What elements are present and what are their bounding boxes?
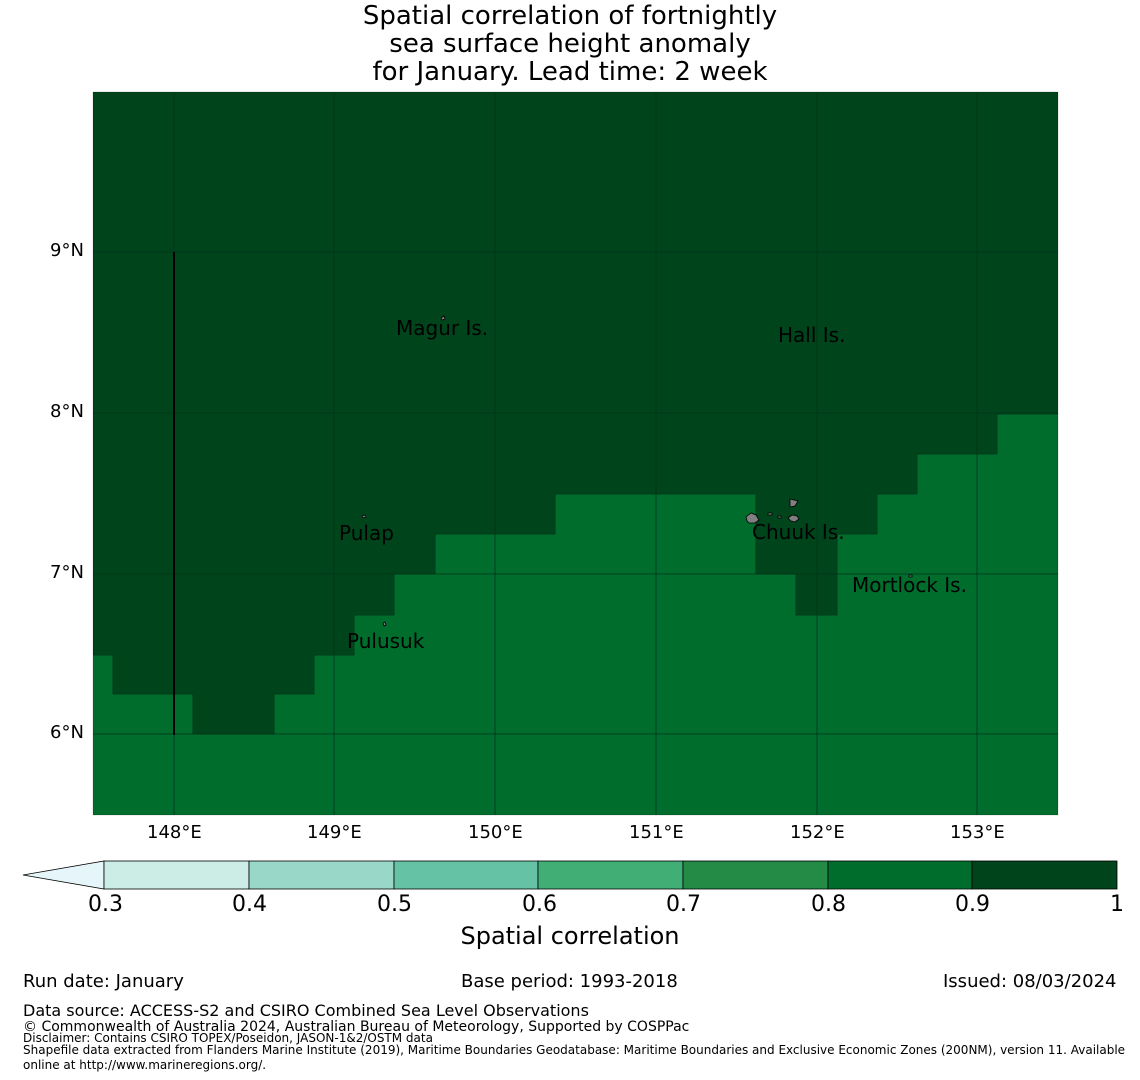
shapefile-credit-line-2: online at http://www.marineregions.org/. xyxy=(23,1058,267,1072)
map-frame xyxy=(92,91,1059,816)
gridlines xyxy=(93,92,1058,815)
island-chuuk-islet xyxy=(777,515,782,519)
lon-label-149e: 149°E xyxy=(307,822,362,843)
island-chuuk-east xyxy=(789,498,799,508)
colorbar-tick-0-4: 0.4 xyxy=(232,892,267,917)
chart-title: Spatial correlation of fortnightly sea s… xyxy=(0,2,1140,86)
issued-date: Issued: 08/03/2024 xyxy=(943,971,1117,992)
title-line-1: Spatial correlation of fortnightly xyxy=(362,1,778,31)
colorbar-bin-0-9 xyxy=(971,860,1118,890)
place-label-chuuk: Chuuk Is. xyxy=(752,520,845,544)
place-label-mortlock: Mortlock Is. xyxy=(852,573,967,597)
island-magur xyxy=(440,315,446,321)
map-panel xyxy=(92,91,1059,816)
island-shapes xyxy=(361,315,913,627)
colorbar-extend-arrow xyxy=(22,860,105,890)
lon-label-148e: 148°E xyxy=(147,822,202,843)
colorbar-tick-0-7: 0.7 xyxy=(666,892,701,917)
title-line-2: sea surface height anomaly xyxy=(389,29,751,59)
island-pulap xyxy=(361,514,367,519)
disclaimer: Disclaimer: Contains CSIRO TOPEX/Poseido… xyxy=(23,1031,433,1045)
colorbar-tick-0-9: 0.9 xyxy=(955,892,990,917)
colorbar-tick-0-8: 0.8 xyxy=(811,892,846,917)
colorbar-label: Spatial correlation xyxy=(460,922,680,950)
place-label-pulap: Pulap xyxy=(339,521,394,545)
colorbar-bin-0-3 xyxy=(103,860,250,890)
colorbar-bin-0-4 xyxy=(248,860,395,890)
data-source: Data source: ACCESS-S2 and CSIRO Combine… xyxy=(23,1001,589,1020)
colorbar-tick-0-5: 0.5 xyxy=(377,892,412,917)
colorbar-bin-0-6 xyxy=(537,860,684,890)
colorbar-bin-0-8 xyxy=(827,860,973,890)
shapefile-credit-line-1: Shapefile data extracted from Flanders M… xyxy=(23,1043,1126,1057)
colorbar-bin-0-7 xyxy=(682,860,829,890)
lon-label-153e: 153°E xyxy=(950,822,1005,843)
colorbar xyxy=(22,860,1118,890)
island-chuuk-small xyxy=(767,512,773,516)
island-pulusuk xyxy=(382,621,387,627)
place-label-magur: Magur Is. xyxy=(396,316,489,340)
base-period: Base period: 1993-2018 xyxy=(461,971,678,992)
lon-label-151e: 151°E xyxy=(629,822,684,843)
lat-label-8n: 8°N xyxy=(50,401,84,422)
colorbar-tick-1: 1 xyxy=(1110,892,1124,917)
place-label-hall: Hall Is. xyxy=(778,323,846,347)
lon-label-150e: 150°E xyxy=(468,822,523,843)
island-chuuk-main xyxy=(745,512,760,524)
island-chuuk-south xyxy=(787,514,800,523)
title-line-3: for January. Lead time: 2 week xyxy=(372,57,768,87)
copyright-notice: © Commonwealth of Australia 2024, Austra… xyxy=(23,1019,690,1035)
island-mortlock xyxy=(908,574,913,578)
colorbar-bin-0-5 xyxy=(393,860,539,890)
colorbar-tick-0-6: 0.6 xyxy=(522,892,557,917)
place-label-pulusuk: Pulusuk xyxy=(347,629,425,653)
run-date: Run date: January xyxy=(23,971,184,992)
lat-label-9n: 9°N xyxy=(50,240,84,261)
lon-label-152e: 152°E xyxy=(790,822,845,843)
colorbar-tick-0-3: 0.3 xyxy=(88,892,123,917)
lat-label-6n: 6°N xyxy=(50,722,84,743)
lat-label-7n: 7°N xyxy=(50,562,84,583)
